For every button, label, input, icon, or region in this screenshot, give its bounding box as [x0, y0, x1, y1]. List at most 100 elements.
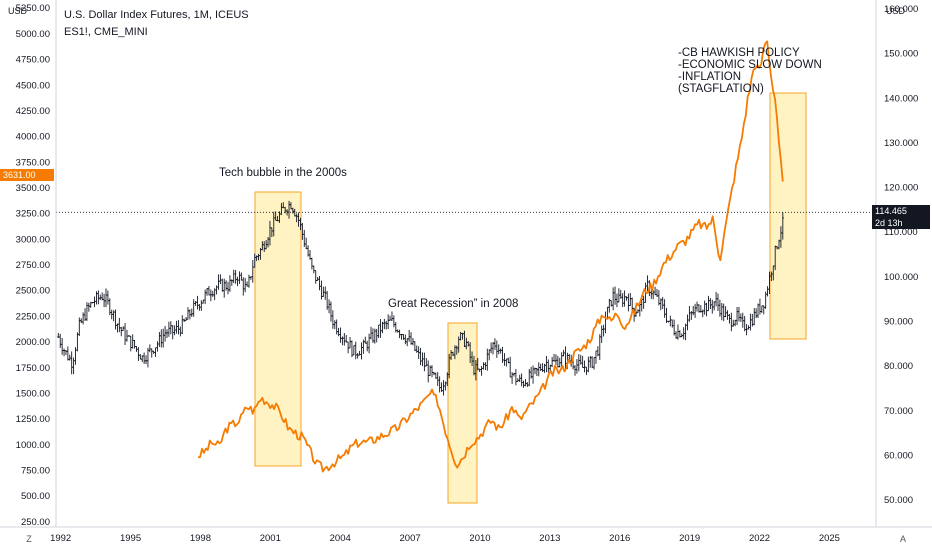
es-bar — [663, 299, 666, 318]
es-bar — [539, 363, 542, 372]
es-bar — [442, 380, 445, 396]
es-bar — [430, 365, 434, 378]
es-bar — [72, 357, 75, 375]
es-bar — [243, 277, 247, 293]
es-bar — [592, 357, 596, 370]
auto-scale-button[interactable]: A — [899, 534, 906, 544]
es-bar — [203, 289, 207, 304]
es-bar — [526, 382, 529, 387]
es-bar — [301, 222, 304, 240]
es-bar — [693, 303, 697, 318]
es-bar — [577, 354, 581, 372]
es-bar — [732, 319, 735, 327]
es-bar — [312, 265, 316, 274]
left-tick-label: 500.00 — [21, 491, 50, 502]
es-bar — [131, 334, 134, 349]
es-bar — [354, 341, 357, 360]
es-bar — [314, 269, 317, 284]
es-bar — [709, 298, 712, 309]
es-bar — [514, 369, 518, 386]
es-bar — [615, 293, 619, 308]
left-tick-label: 4750.00 — [16, 55, 50, 66]
left-current-price-tag: 3631.00 — [0, 168, 54, 181]
es-bar — [406, 338, 409, 347]
right-tick-label: 120.000 — [884, 183, 918, 194]
es-bar — [209, 289, 213, 302]
es-bar — [590, 356, 594, 369]
es-bar — [390, 311, 394, 321]
es-bar — [247, 274, 251, 288]
es-bar — [337, 327, 340, 337]
es-bar — [781, 212, 785, 240]
left-tick-label: 250.00 — [21, 517, 50, 528]
es-bar — [741, 312, 744, 328]
es-bar — [343, 332, 346, 346]
left-tick-label: 4250.00 — [16, 106, 50, 117]
es-bar — [165, 329, 169, 338]
es-bar — [547, 359, 550, 373]
es-bar — [175, 320, 178, 334]
es-bar — [438, 376, 441, 393]
es-bar — [224, 280, 228, 291]
es-bar — [419, 347, 422, 366]
es-bar — [144, 355, 148, 365]
es-bar — [688, 305, 691, 322]
dxy-line-series — [198, 40, 784, 473]
left-current-price: 3631.00 — [3, 169, 36, 180]
es-bar — [221, 278, 224, 292]
es-bar — [310, 257, 314, 270]
es-bar — [87, 302, 91, 312]
es-bar — [598, 334, 601, 360]
zoom-axis-button[interactable]: Z — [26, 534, 32, 544]
es-bar — [226, 281, 230, 295]
es-bar — [327, 299, 331, 314]
es-bar — [554, 354, 558, 366]
left-tick-label: 4500.00 — [16, 80, 50, 91]
left-tick-label: 1750.00 — [16, 363, 50, 374]
es-bar — [331, 310, 335, 329]
es-bar — [85, 302, 89, 321]
right-tick-label: 160.000 — [884, 4, 918, 15]
box-tech-bubble — [254, 191, 302, 467]
es-bar — [703, 300, 706, 315]
es-bar — [629, 292, 632, 307]
es-bar — [367, 333, 371, 354]
right-price-axis: 50.000 60.000 70.000 80.000 90.000 100.000 110… — [884, 4, 918, 506]
left-tick-label: 3000.00 — [16, 234, 50, 245]
es-bar — [531, 365, 535, 384]
x-tick-label: 2025 — [819, 533, 840, 544]
es-bar — [604, 311, 607, 334]
es-bar — [484, 362, 487, 371]
box-great-recession — [447, 322, 478, 504]
es-bar — [623, 290, 626, 307]
right-tick-label: 60.000 — [884, 451, 913, 462]
right-tick-label: 130.000 — [884, 138, 918, 149]
dxy-line — [198, 40, 784, 473]
es-bar — [106, 290, 110, 305]
es-bar — [625, 296, 628, 301]
es-bar — [217, 274, 220, 290]
es-bar — [196, 295, 199, 310]
es-bar — [200, 300, 203, 311]
es-bar — [753, 308, 756, 326]
es-bar — [745, 323, 748, 336]
es-bar — [97, 290, 100, 305]
left-tick-label: 1000.00 — [16, 440, 50, 451]
es-bar — [160, 329, 163, 348]
es-bar — [705, 302, 708, 317]
es-bar — [66, 346, 70, 361]
es-bar — [236, 276, 239, 287]
es-bars-series — [57, 200, 785, 396]
es-bar — [671, 319, 674, 328]
es-bar — [123, 322, 127, 346]
es-bar — [413, 341, 417, 352]
es-bar — [161, 328, 165, 348]
right-current-price: 114.465 — [875, 206, 907, 217]
x-tick-label: 2019 — [679, 533, 700, 544]
es-bar — [724, 306, 727, 318]
annotation-stagflation-line: -CB HAWKISH POLICY — [678, 47, 800, 59]
es-bar — [118, 317, 121, 333]
es-bar — [137, 347, 140, 361]
es-bar — [503, 353, 506, 366]
